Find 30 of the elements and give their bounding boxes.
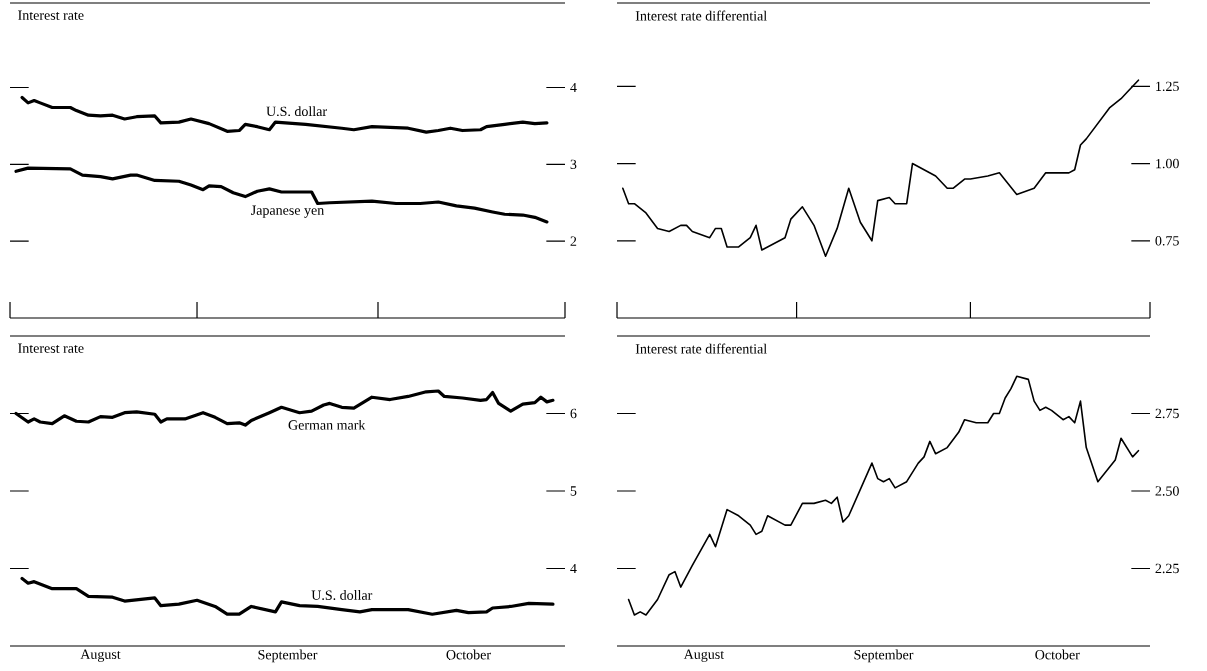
x-tick-label: September [258, 649, 318, 663]
line-series [14, 166, 549, 224]
y-tick-label: 6 [570, 408, 577, 419]
series-label: Japanese yen [251, 205, 324, 218]
x-tick-label: September [854, 649, 914, 663]
line-series [627, 375, 1140, 616]
chart-title: Interest rate [18, 343, 84, 353]
series-label: U.S. dollar [266, 106, 327, 117]
x-tick-label: October [446, 649, 491, 660]
y-tick-label: 2.50 [1155, 486, 1179, 496]
chart-title: Interest rate differential [635, 10, 767, 21]
line-series [20, 576, 555, 616]
y-tick-label: 5 [570, 486, 577, 496]
y-tick-label: 4 [570, 82, 577, 93]
x-tick-label: October [1035, 649, 1080, 660]
x-tick-label: August [683, 649, 725, 662]
chart-title: Interest rate [18, 10, 84, 20]
series-label: U.S. dollar [311, 590, 373, 600]
line-series [20, 95, 549, 134]
y-tick-label: 1.00 [1156, 158, 1179, 169]
y-tick-label: 0.75 [1155, 236, 1179, 246]
y-tick-label: 3 [570, 159, 577, 170]
chart-title: Interest rate differential [635, 343, 767, 354]
y-tick-label: 2.75 [1155, 408, 1179, 419]
series-label: German mark [288, 419, 366, 430]
y-tick-label: 1.25 [1156, 81, 1179, 92]
y-tick-label: 2.25 [1155, 563, 1179, 574]
y-tick-label: 4 [570, 563, 577, 574]
y-tick-label: 2 [570, 236, 577, 246]
x-tick-label: August [80, 649, 121, 662]
